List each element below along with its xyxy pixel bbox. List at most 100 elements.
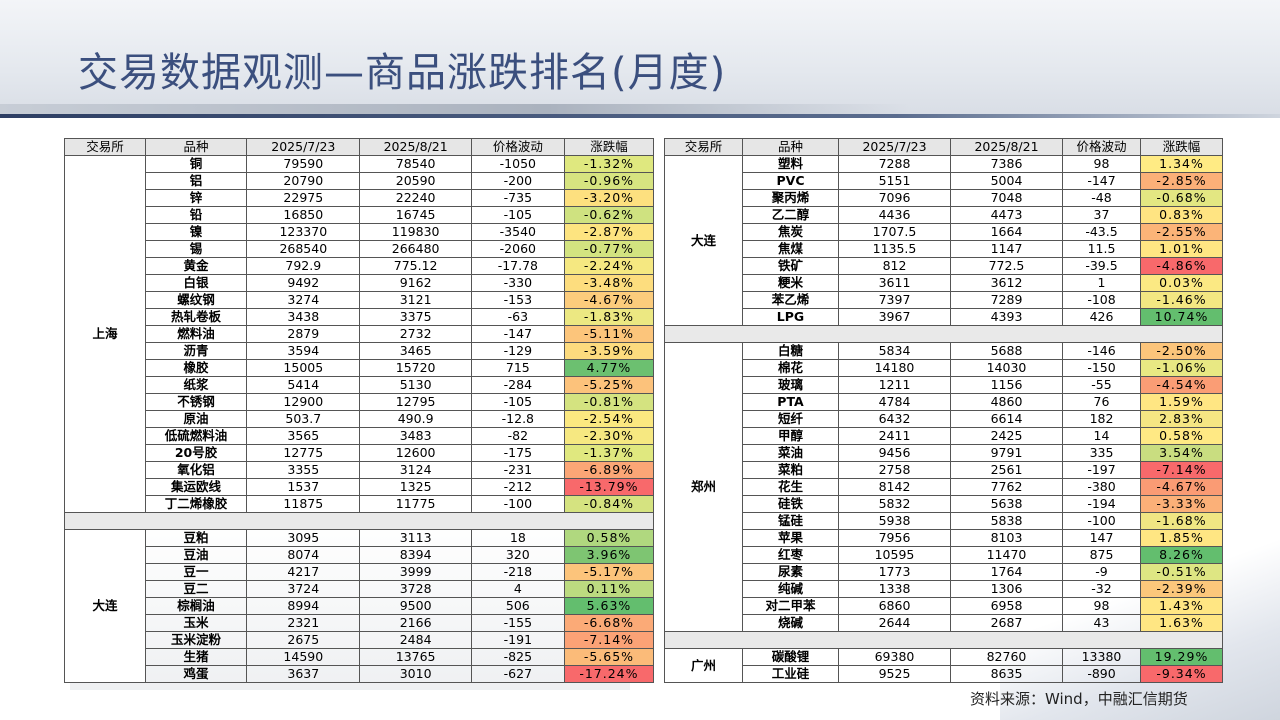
- price-end-cell: 8394: [359, 546, 472, 564]
- exchange-cell: 郑州: [664, 342, 743, 632]
- variety-cell: 镍: [144, 223, 248, 241]
- price-start-cell: 69380: [838, 648, 951, 666]
- change-cell: 506: [470, 597, 565, 615]
- exchange-cell: 上海: [64, 155, 146, 513]
- price-start-cell: 8074: [246, 546, 361, 564]
- pct-change-cell: 19.29%: [1140, 648, 1223, 666]
- pct-change-cell: -3.48%: [563, 274, 655, 292]
- change-cell: -330: [470, 274, 565, 292]
- pct-change-cell: 5.63%: [563, 597, 655, 615]
- price-end-cell: 3483: [359, 427, 472, 445]
- variety-cell: 短纤: [742, 410, 839, 428]
- price-start-cell: 3611: [838, 274, 951, 292]
- pct-change-cell: 0.03%: [1140, 274, 1223, 292]
- table-row: 氧化铝 3355 3124 -231 -6.89%: [65, 461, 655, 479]
- pct-change-cell: -4.54%: [1140, 376, 1223, 394]
- group-separator: [664, 325, 1223, 343]
- commodity-table-right: 交易所 品种 2025/7/23 2025/8/21 价格波动 涨跌幅 大连 塑料…: [664, 138, 1223, 683]
- change-cell: 4: [470, 580, 565, 598]
- price-end-cell: 2166: [359, 614, 472, 632]
- table-row: 锰硅 5938 5838 -100 -1.68%: [665, 512, 1223, 530]
- change-cell: -284: [470, 376, 565, 394]
- change-cell: -155: [470, 614, 565, 632]
- header-change: 价格波动: [470, 138, 565, 156]
- header-change: 价格波动: [1062, 138, 1141, 156]
- price-start-cell: 1537: [246, 478, 361, 496]
- pct-change-cell: -1.46%: [1140, 291, 1223, 309]
- price-end-cell: 3124: [359, 461, 472, 479]
- price-end-cell: 2425: [950, 427, 1063, 445]
- pct-change-cell: -0.96%: [563, 172, 655, 190]
- price-end-cell: 6958: [950, 597, 1063, 615]
- price-end-cell: 4393: [950, 308, 1063, 326]
- price-start-cell: 2644: [838, 614, 951, 632]
- variety-cell: 白银: [144, 274, 248, 292]
- price-start-cell: 12775: [246, 444, 361, 462]
- variety-cell: 锡: [144, 240, 248, 258]
- price-start-cell: 5832: [838, 495, 951, 513]
- header-underline: [0, 114, 1280, 118]
- pct-change-cell: -7.14%: [1140, 461, 1223, 479]
- price-start-cell: 812: [838, 257, 951, 275]
- pct-change-cell: -1.83%: [563, 308, 655, 326]
- change-cell: 37: [1062, 206, 1141, 224]
- price-start-cell: 22975: [246, 189, 361, 207]
- variety-cell: 橡胶: [144, 359, 248, 377]
- change-cell: -212: [470, 478, 565, 496]
- price-start-cell: 3274: [246, 291, 361, 309]
- variety-cell: 鸡蛋: [144, 665, 248, 683]
- variety-cell: 纸浆: [144, 376, 248, 394]
- table-header-row: 交易所 品种 2025/7/23 2025/8/21 价格波动 涨跌幅: [664, 138, 1223, 156]
- price-start-cell: 4217: [246, 563, 361, 581]
- change-cell: -825: [470, 648, 565, 666]
- pct-change-cell: 0.83%: [1140, 206, 1223, 224]
- header-date1: 2025/7/23: [838, 138, 951, 156]
- price-end-cell: 82760: [950, 648, 1063, 666]
- price-end-cell: 2484: [359, 631, 472, 649]
- price-end-cell: 3113: [359, 529, 472, 547]
- price-start-cell: 7288: [838, 155, 951, 173]
- price-start-cell: 4784: [838, 393, 951, 411]
- pct-change-cell: -4.67%: [563, 291, 655, 309]
- price-end-cell: 490.9: [359, 410, 472, 428]
- price-end-cell: 16745: [359, 206, 472, 224]
- price-start-cell: 8142: [838, 478, 951, 496]
- price-end-cell: 3121: [359, 291, 472, 309]
- price-start-cell: 15005: [246, 359, 361, 377]
- pct-change-cell: -0.62%: [563, 206, 655, 224]
- table-row: 对二甲苯 6860 6958 98 1.43%: [665, 597, 1223, 615]
- price-end-cell: 1147: [950, 240, 1063, 258]
- price-start-cell: 2879: [246, 325, 361, 343]
- pct-change-cell: -2.85%: [1140, 172, 1223, 190]
- price-start-cell: 6432: [838, 410, 951, 428]
- table-header-row: 交易所 品种 2025/7/23 2025/8/21 价格波动 涨跌幅: [64, 138, 655, 156]
- variety-cell: 热轧卷板: [144, 308, 248, 326]
- change-cell: 18: [470, 529, 565, 547]
- variety-cell: 铁矿: [742, 257, 839, 275]
- change-cell: -100: [1062, 512, 1141, 530]
- change-cell: -150: [1062, 359, 1141, 377]
- change-cell: -191: [470, 631, 565, 649]
- pct-change-cell: 1.01%: [1140, 240, 1223, 258]
- page-title: 交易数据观测—商品涨跌排名(月度): [78, 50, 727, 96]
- price-start-cell: 1338: [838, 580, 951, 598]
- change-cell: -200: [470, 172, 565, 190]
- price-start-cell: 3594: [246, 342, 361, 360]
- change-cell: -100: [470, 495, 565, 513]
- price-start-cell: 268540: [246, 240, 361, 258]
- pct-change-cell: -3.33%: [1140, 495, 1223, 513]
- table-row: 上海铜 79590 78540 -1050 -1.32%: [64, 155, 655, 513]
- pct-change-cell: 0.58%: [1140, 427, 1223, 445]
- pct-change-cell: -7.14%: [563, 631, 655, 649]
- change-cell: 43: [1062, 614, 1141, 632]
- price-start-cell: 7397: [838, 291, 951, 309]
- header-exchange: 交易所: [64, 138, 146, 156]
- table-row: 菜油 9456 9791 335 3.54%: [665, 444, 1223, 462]
- variety-cell: 铅: [144, 206, 248, 224]
- change-cell: -197: [1062, 461, 1141, 479]
- variety-cell: 菜油: [742, 444, 839, 462]
- change-cell: 715: [470, 359, 565, 377]
- variety-cell: 纯碱: [742, 580, 839, 598]
- variety-cell: 焦炭: [742, 223, 839, 241]
- change-cell: 1: [1062, 274, 1141, 292]
